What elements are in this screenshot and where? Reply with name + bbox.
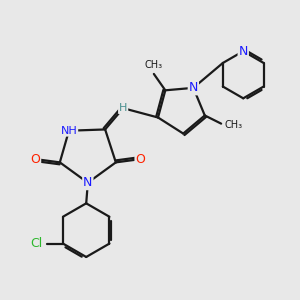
Text: O: O — [30, 153, 40, 166]
Text: NH: NH — [61, 126, 77, 136]
Text: CH₃: CH₃ — [224, 120, 242, 130]
Text: O: O — [135, 153, 145, 166]
Text: N: N — [83, 176, 92, 189]
Text: Cl: Cl — [30, 237, 43, 250]
Text: CH₃: CH₃ — [145, 60, 163, 70]
Text: H: H — [119, 103, 127, 113]
Text: N: N — [238, 45, 248, 58]
Text: N: N — [189, 81, 198, 94]
